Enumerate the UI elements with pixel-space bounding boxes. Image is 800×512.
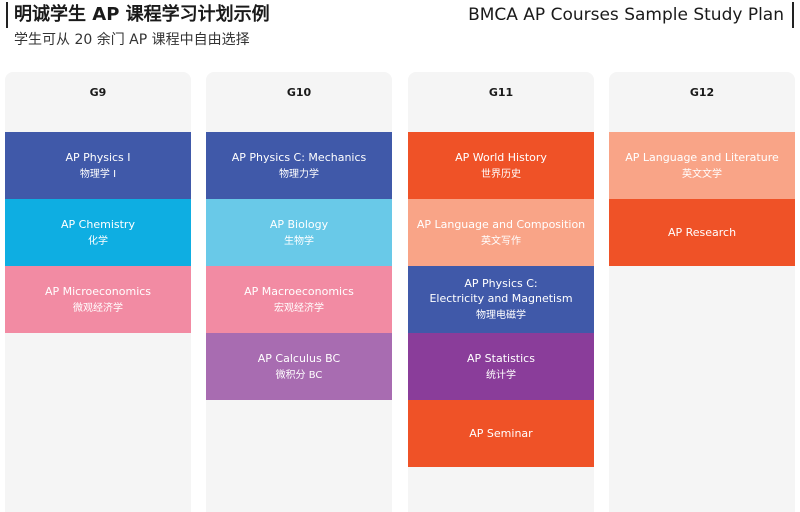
course-name-en: AP Research [667, 226, 737, 239]
page-subtitle: 学生可从 20 余门 AP 课程中自由选择 [14, 32, 250, 48]
grade-column-g10: G10 AP Physics C: Mechanics 物理力学 AP Biol… [206, 72, 392, 512]
course-card-ap-physics-c-em: AP Physics C: Electricity and Magnetism … [408, 266, 594, 333]
course-name-cn: 宏观经济学 [274, 302, 324, 314]
grade-heading: G11 [488, 86, 514, 99]
grade-column-g11: G11 AP World History 世界历史 AP Language an… [408, 72, 594, 512]
course-card-ap-language-and-composition: AP Language and Composition 英文写作 [408, 199, 594, 266]
course-card-ap-chemistry: AP Chemistry 化学 [5, 199, 191, 266]
course-stack: AP World History 世界历史 AP Language and Co… [408, 132, 594, 467]
course-name-en: AP Macroeconomics [244, 284, 354, 298]
course-name-en: AP Microeconomics [44, 284, 152, 298]
course-name-en: AP Chemistry [61, 217, 135, 231]
course-name-cn: 英文写作 [481, 235, 521, 247]
course-name-en-line2: Electricity and Magnetism [429, 292, 573, 305]
course-name-cn: 物理电磁学 [476, 310, 526, 321]
course-card-ap-world-history: AP World History 世界历史 [408, 132, 594, 199]
course-name-cn: 世界历史 [481, 168, 521, 180]
course-name-cn: 物理学 I [79, 168, 117, 180]
course-stack: AP Language and Literature 英文文学 AP Resea… [609, 132, 795, 266]
course-name-cn: 物理力学 [279, 168, 319, 180]
course-name-en: AP Seminar [469, 427, 533, 440]
course-card-ap-biology: AP Biology 生物学 [206, 199, 392, 266]
course-name-cn: 英文文学 [682, 168, 722, 180]
course-card-ap-research: AP Research [609, 199, 795, 266]
course-name-cn: 微积分 BC [275, 369, 323, 381]
course-name-cn: 化学 [88, 235, 108, 247]
grade-heading: G12 [689, 86, 715, 99]
course-name-en: AP Calculus BC [257, 351, 341, 365]
grade-heading: G9 [89, 86, 107, 99]
course-stack: AP Physics C: Mechanics 物理力学 AP Biology … [206, 132, 392, 400]
course-card-ap-microeconomics: AP Microeconomics 微观经济学 [5, 266, 191, 333]
course-card-ap-calculus-bc: AP Calculus BC 微积分 BC [206, 333, 392, 400]
course-card-ap-macroeconomics: AP Macroeconomics 宏观经济学 [206, 266, 392, 333]
header: 明诚学生 AP 课程学习计划示例 BMCA AP Courses Sample … [0, 0, 800, 60]
course-name-en: AP Physics C: Mechanics [231, 150, 367, 164]
course-name-cn: 生物学 [284, 235, 314, 247]
course-card-ap-physics-1: AP Physics I 物理学 I [5, 132, 191, 199]
course-name-en: AP Language and Literature [625, 150, 779, 164]
grade-heading: G10 [286, 86, 312, 99]
course-name-en: AP Statistics [467, 351, 535, 365]
page-title-english: BMCA AP Courses Sample Study Plan [468, 2, 794, 28]
course-name-cn: 微观经济学 [73, 302, 123, 314]
course-card-ap-seminar: AP Seminar [408, 400, 594, 467]
course-card-ap-physics-c-mechanics: AP Physics C: Mechanics 物理力学 [206, 132, 392, 199]
grade-column-g9: G9 AP Physics I 物理学 I AP Chemistry 化学 AP… [5, 72, 191, 512]
course-name-en: AP Physics I [65, 150, 131, 164]
course-name-en: AP World History [455, 150, 547, 164]
page-title-chinese: 明诚学生 AP 课程学习计划示例 [6, 2, 270, 28]
course-name-en: AP Language and Composition [416, 217, 586, 231]
course-name-en: AP Physics C: [464, 277, 538, 290]
course-stack: AP Physics I 物理学 I AP Chemistry 化学 AP Mi… [5, 132, 191, 333]
grade-column-g12: G12 AP Language and Literature 英文文学 AP R… [609, 72, 795, 512]
course-name-en: AP Biology [269, 217, 329, 231]
course-card-ap-language-and-literature: AP Language and Literature 英文文学 [609, 132, 795, 199]
course-card-ap-statistics: AP Statistics 统计学 [408, 333, 594, 400]
course-name-cn: 统计学 [486, 369, 516, 381]
